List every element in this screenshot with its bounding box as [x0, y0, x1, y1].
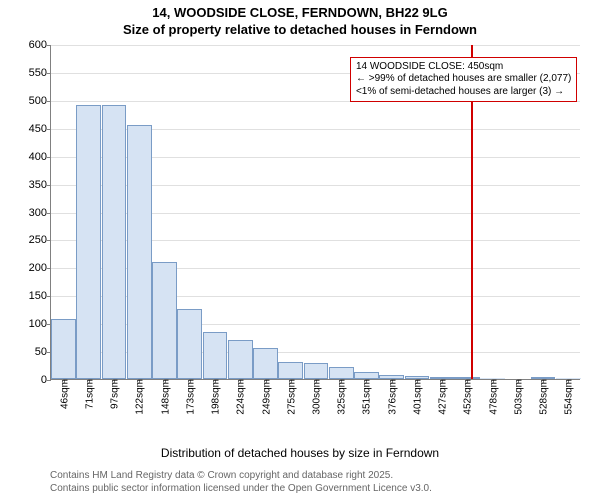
footer-line-2: Contains public sector information licen… — [50, 482, 432, 495]
ytick-label: 200 — [29, 262, 51, 274]
footer-line-1: Contains HM Land Registry data © Crown c… — [50, 469, 432, 482]
xtick-label: 401sqm — [410, 379, 423, 415]
ytick-label: 0 — [41, 374, 51, 386]
xtick-label: 452sqm — [461, 379, 474, 415]
ytick-label: 450 — [29, 123, 51, 135]
histogram-bar — [228, 340, 253, 379]
xtick-label: 554sqm — [562, 379, 575, 415]
xtick-label: 325sqm — [335, 379, 348, 415]
xtick-label: 528sqm — [537, 379, 550, 415]
histogram-bar — [51, 319, 76, 379]
gridline — [51, 45, 580, 46]
xtick-label: 71sqm — [82, 379, 95, 409]
xtick-label: 249sqm — [259, 379, 272, 415]
xtick-label: 224sqm — [234, 379, 247, 415]
xtick-label: 275sqm — [284, 379, 297, 415]
ytick-label: 400 — [29, 151, 51, 163]
ytick-label: 500 — [29, 95, 51, 107]
histogram-bar — [329, 367, 354, 379]
xtick-label: 46sqm — [57, 379, 70, 409]
xtick-label: 503sqm — [511, 379, 524, 415]
plot-area: 05010015020025030035040045050055060046sq… — [50, 45, 580, 380]
annotation-line-3: <1% of semi-detached houses are larger (… — [356, 86, 571, 99]
ytick-label: 150 — [29, 290, 51, 302]
chart-footer: Contains HM Land Registry data © Crown c… — [50, 469, 432, 495]
ytick-label: 300 — [29, 207, 51, 219]
xtick-label: 97sqm — [108, 379, 121, 409]
xtick-label: 173sqm — [183, 379, 196, 415]
histogram-bar — [354, 372, 379, 379]
histogram-bar — [76, 105, 101, 379]
histogram-bar — [177, 309, 202, 379]
ytick-label: 600 — [29, 39, 51, 51]
x-axis-label: Distribution of detached houses by size … — [0, 446, 600, 460]
annotation-line-1: 14 WOODSIDE CLOSE: 450sqm — [356, 61, 571, 74]
histogram-bar — [253, 348, 278, 379]
chart-title-line2: Size of property relative to detached ho… — [0, 22, 600, 37]
xtick-label: 376sqm — [385, 379, 398, 415]
xtick-label: 351sqm — [360, 379, 373, 415]
histogram-bar — [152, 262, 177, 379]
histogram-bar — [127, 125, 152, 379]
xtick-label: 148sqm — [158, 379, 171, 415]
histogram-bar — [304, 363, 329, 379]
ytick-label: 550 — [29, 67, 51, 79]
annotation-line-2: ← >99% of detached houses are smaller (2… — [356, 73, 571, 86]
xtick-label: 478sqm — [486, 379, 499, 415]
xtick-label: 300sqm — [310, 379, 323, 415]
xtick-label: 122sqm — [133, 379, 146, 415]
chart-container: 14, WOODSIDE CLOSE, FERNDOWN, BH22 9LG S… — [0, 0, 600, 500]
ytick-label: 50 — [35, 346, 51, 358]
xtick-label: 427sqm — [436, 379, 449, 415]
ytick-label: 100 — [29, 318, 51, 330]
ytick-label: 350 — [29, 179, 51, 191]
histogram-bar — [203, 332, 228, 379]
histogram-bar — [102, 105, 127, 379]
xtick-label: 198sqm — [209, 379, 222, 415]
chart-title-line1: 14, WOODSIDE CLOSE, FERNDOWN, BH22 9LG — [0, 5, 600, 20]
ytick-label: 250 — [29, 234, 51, 246]
histogram-bar — [278, 362, 303, 379]
annotation-box: 14 WOODSIDE CLOSE: 450sqm ← >99% of deta… — [350, 57, 577, 103]
